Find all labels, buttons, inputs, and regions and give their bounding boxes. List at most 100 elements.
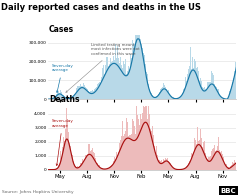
Bar — [182, 169, 183, 170]
Bar — [124, 64, 125, 99]
Bar — [69, 98, 70, 99]
Bar — [223, 157, 224, 170]
Bar — [59, 163, 60, 170]
Bar — [198, 141, 199, 170]
Bar — [59, 93, 60, 99]
Bar — [71, 153, 72, 170]
Bar — [61, 92, 62, 99]
Bar — [112, 61, 113, 99]
Bar — [175, 98, 176, 99]
Bar — [135, 134, 136, 170]
Bar — [94, 89, 95, 99]
Bar — [206, 158, 207, 170]
Bar — [232, 162, 233, 170]
Bar — [126, 74, 127, 99]
Bar — [231, 165, 232, 170]
Bar — [187, 165, 188, 170]
Bar — [143, 93, 144, 170]
Bar — [127, 107, 128, 170]
Bar — [70, 140, 71, 170]
Bar — [111, 165, 112, 170]
Bar — [91, 150, 92, 170]
Bar — [63, 137, 64, 170]
Bar — [157, 96, 158, 99]
Bar — [169, 92, 170, 99]
Bar — [95, 86, 96, 99]
Bar — [196, 144, 197, 170]
Bar — [154, 97, 155, 99]
Bar — [85, 155, 86, 170]
Bar — [78, 168, 79, 170]
Bar — [165, 87, 166, 99]
Bar — [201, 81, 202, 99]
Bar — [182, 93, 183, 99]
Bar — [205, 153, 206, 170]
Bar — [223, 98, 224, 99]
Bar — [107, 168, 108, 170]
Bar — [153, 135, 154, 170]
Bar — [177, 98, 178, 99]
Bar — [102, 168, 103, 170]
Bar — [156, 96, 157, 99]
Bar — [181, 95, 182, 99]
Bar — [168, 90, 169, 99]
Bar — [109, 64, 110, 99]
Bar — [214, 145, 215, 170]
Bar — [98, 165, 99, 170]
Bar — [86, 88, 87, 99]
Bar — [165, 158, 166, 170]
Bar — [118, 152, 119, 170]
Bar — [137, 132, 138, 170]
Bar — [184, 168, 185, 170]
Bar — [56, 168, 57, 170]
Bar — [56, 94, 57, 99]
Bar — [132, 118, 133, 170]
Bar — [129, 135, 130, 170]
Bar — [128, 136, 129, 170]
Bar — [148, 106, 149, 170]
Bar — [60, 151, 61, 170]
Bar — [163, 83, 164, 99]
Bar — [194, 69, 195, 99]
Bar — [109, 167, 110, 170]
Text: Seven-day
average: Seven-day average — [52, 64, 73, 93]
Bar — [123, 61, 124, 99]
Bar — [196, 68, 197, 99]
Bar — [95, 160, 96, 170]
Bar — [233, 163, 234, 170]
Bar — [90, 91, 91, 99]
Bar — [111, 62, 112, 99]
Bar — [185, 168, 186, 170]
Bar — [159, 92, 160, 99]
Bar — [166, 159, 167, 170]
Bar — [180, 96, 181, 99]
Bar — [131, 134, 132, 170]
Bar — [234, 160, 235, 170]
Bar — [183, 90, 184, 99]
Bar — [147, 77, 148, 99]
Bar — [65, 124, 66, 170]
Bar — [208, 82, 209, 99]
Bar — [218, 137, 219, 170]
Bar — [170, 163, 171, 170]
Bar — [173, 97, 174, 99]
Bar — [193, 68, 194, 99]
Bar — [186, 81, 187, 99]
Bar — [79, 167, 80, 170]
Bar — [188, 163, 189, 170]
Bar — [204, 153, 205, 170]
Bar — [52, 98, 53, 99]
Bar — [199, 80, 200, 99]
Bar — [224, 163, 225, 170]
Bar — [89, 92, 90, 99]
Bar — [114, 158, 115, 170]
Bar — [191, 152, 192, 170]
Bar — [177, 169, 178, 170]
Bar — [119, 63, 120, 99]
Text: Deaths: Deaths — [49, 95, 79, 104]
Bar — [167, 89, 168, 99]
Bar — [154, 146, 155, 170]
Bar — [203, 142, 204, 170]
Bar — [68, 98, 69, 99]
Bar — [217, 89, 218, 99]
